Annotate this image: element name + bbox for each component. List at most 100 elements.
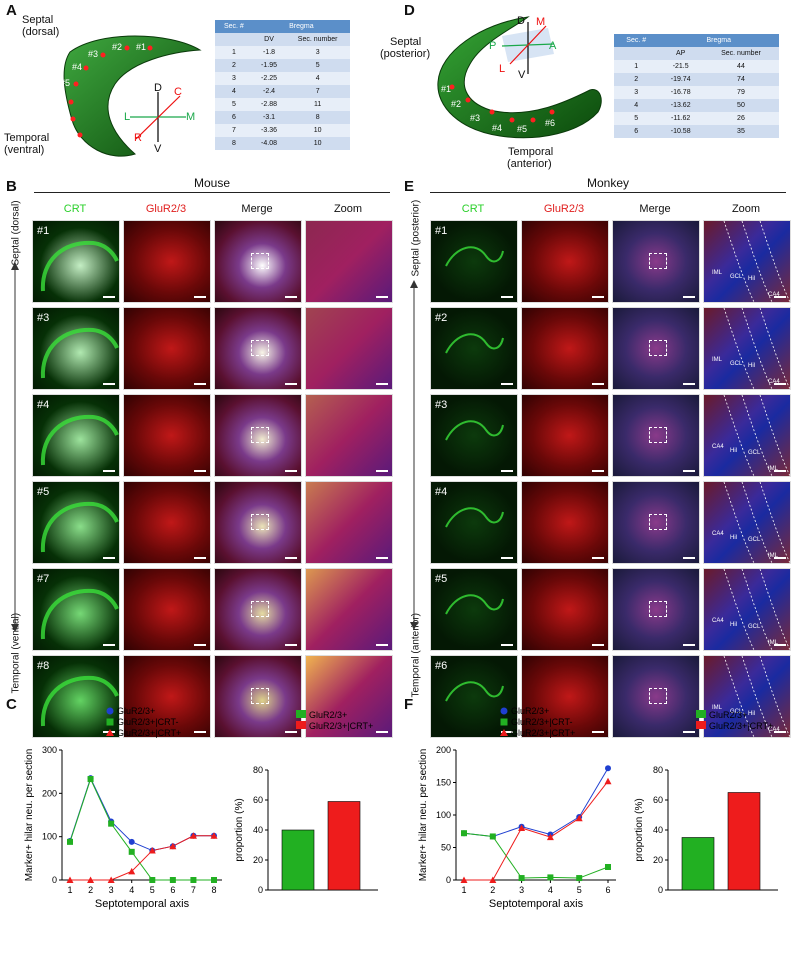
a-table-cell: 10 bbox=[285, 137, 350, 150]
layer-boundaries bbox=[723, 221, 790, 302]
dentate-gyrus-outline bbox=[445, 246, 504, 267]
a-table-h2: Bregma bbox=[252, 20, 350, 33]
d-table-row: 2 -19.74 74 bbox=[614, 73, 779, 86]
bar bbox=[727, 792, 761, 891]
y-tick-label: 200 bbox=[42, 788, 57, 798]
scale-bar bbox=[774, 731, 786, 733]
d-axis-d: D bbox=[517, 15, 525, 27]
b-image-merge bbox=[214, 655, 302, 738]
zoom-layer-label: GCL bbox=[730, 361, 743, 367]
data-point bbox=[547, 874, 554, 881]
scale-bar bbox=[376, 731, 388, 733]
b-image-zoom bbox=[305, 481, 393, 564]
d-table-row: 4 -13.62 50 bbox=[614, 99, 779, 112]
scale-bar bbox=[194, 557, 206, 559]
b-image-glur bbox=[123, 307, 211, 390]
zoom-layer-label: CA4 bbox=[768, 727, 780, 733]
a-table-cell: 5 bbox=[285, 59, 350, 72]
scale-bar bbox=[592, 557, 604, 559]
a-table-cell: 8 bbox=[215, 137, 253, 150]
b-image-crt: #4 bbox=[32, 394, 120, 477]
zoom-region-box bbox=[251, 340, 269, 356]
e-col-header: Zoom bbox=[731, 203, 761, 215]
a-table-cell: -2.88 bbox=[252, 98, 286, 111]
x-tick-label: 1 bbox=[67, 885, 72, 895]
chart-c-bar: 0 20 40 60 80 proportion (%) GluR2/3+GluR2/3+|… bbox=[234, 710, 378, 895]
panel-label-e: E bbox=[404, 178, 415, 195]
scale-bar bbox=[376, 644, 388, 646]
zoom-layer-label: IML bbox=[712, 357, 723, 363]
data-point bbox=[518, 875, 525, 882]
y-tick-label: 100 bbox=[42, 832, 57, 842]
zoom-layer-label: IML bbox=[768, 466, 779, 472]
scale-bar bbox=[683, 470, 695, 472]
a-table-cell: 7 bbox=[215, 124, 253, 137]
e-image-zoom: IML GCL Hil CA4 bbox=[703, 655, 791, 738]
legend-marker bbox=[696, 721, 706, 729]
e-image-merge bbox=[612, 307, 700, 390]
legend-marker bbox=[106, 718, 114, 726]
zoom-layer-label: Hil bbox=[748, 711, 755, 717]
d-axis-a: A bbox=[549, 40, 557, 52]
d-table-row: 1 -21.5 44 bbox=[614, 60, 779, 73]
y-tick-label: 40 bbox=[253, 825, 263, 835]
bar bbox=[681, 837, 715, 891]
d-axis-v: V bbox=[518, 69, 526, 81]
a-axis-l: L bbox=[124, 111, 131, 123]
a-axis-c: C bbox=[174, 86, 182, 98]
b-image-crt: #8 bbox=[32, 655, 120, 738]
b-image-glur bbox=[123, 655, 211, 738]
d-table-cell: 44 bbox=[702, 60, 779, 73]
e-image-glur bbox=[521, 481, 609, 564]
b-title-rule bbox=[34, 192, 390, 193]
b-section-number: #1 bbox=[37, 225, 50, 237]
d-red-dots bbox=[449, 84, 555, 123]
scale-bar bbox=[285, 470, 297, 472]
d-table-sub1: AP bbox=[658, 47, 703, 60]
a-table-cell: -1.8 bbox=[252, 46, 286, 59]
legend-marker bbox=[296, 710, 306, 718]
data-point bbox=[605, 864, 611, 870]
scale-bar bbox=[376, 383, 388, 385]
a-point-3: #3 bbox=[88, 49, 99, 59]
a-temporal-label: Temporal bbox=[4, 132, 50, 144]
d-table-cell: -19.74 bbox=[658, 73, 703, 86]
e-image-crt: #2 bbox=[430, 307, 518, 390]
scale-bar bbox=[683, 296, 695, 298]
zoom-region-box bbox=[251, 688, 269, 704]
b-section-number: #7 bbox=[37, 573, 50, 585]
e-image-glur bbox=[521, 655, 609, 738]
x-axis-label: Septotemporal axis bbox=[95, 898, 190, 910]
x-tick-label: 6 bbox=[605, 885, 610, 895]
a-axis-r: R bbox=[134, 132, 142, 144]
scale-bar bbox=[285, 296, 297, 298]
bar bbox=[327, 801, 361, 891]
a-table-cell: 1 bbox=[215, 46, 253, 59]
legend-label: GluR2/3+ bbox=[709, 710, 747, 720]
y-tick-label: 300 bbox=[42, 745, 57, 755]
d-table-cell: -13.62 bbox=[658, 99, 703, 112]
d-point-2: #2 bbox=[451, 99, 462, 109]
b-section-number: #4 bbox=[37, 399, 50, 411]
a-point-5: #5 bbox=[60, 78, 71, 88]
b-image-zoom bbox=[305, 568, 393, 651]
d-bregma-table: Sec. # Bregma AP Sec. number 1 -21.5 44 2 -19.… bbox=[614, 34, 779, 138]
scale-bar bbox=[683, 557, 695, 559]
zoom-layer-label: Hil bbox=[730, 622, 737, 628]
dentate-gyrus-outline bbox=[40, 501, 119, 553]
b-image-merge bbox=[214, 307, 302, 390]
d-table-cell: -11.62 bbox=[658, 112, 703, 125]
data-point bbox=[575, 814, 583, 822]
data-point bbox=[148, 847, 156, 854]
a-point-8: #8 bbox=[62, 129, 73, 139]
scale-bar bbox=[285, 644, 297, 646]
data-point bbox=[87, 776, 94, 783]
e-title-rule bbox=[430, 192, 786, 193]
y-tick-label: 80 bbox=[253, 765, 263, 775]
y-tick-label: 0 bbox=[658, 885, 663, 895]
scale-bar bbox=[103, 557, 115, 559]
legend-marker bbox=[500, 718, 508, 726]
scale-bar bbox=[194, 383, 206, 385]
legend-label: GluR2/3+ bbox=[309, 710, 347, 720]
e-image-zoom: CA4 Hil GCL IML bbox=[703, 481, 791, 564]
